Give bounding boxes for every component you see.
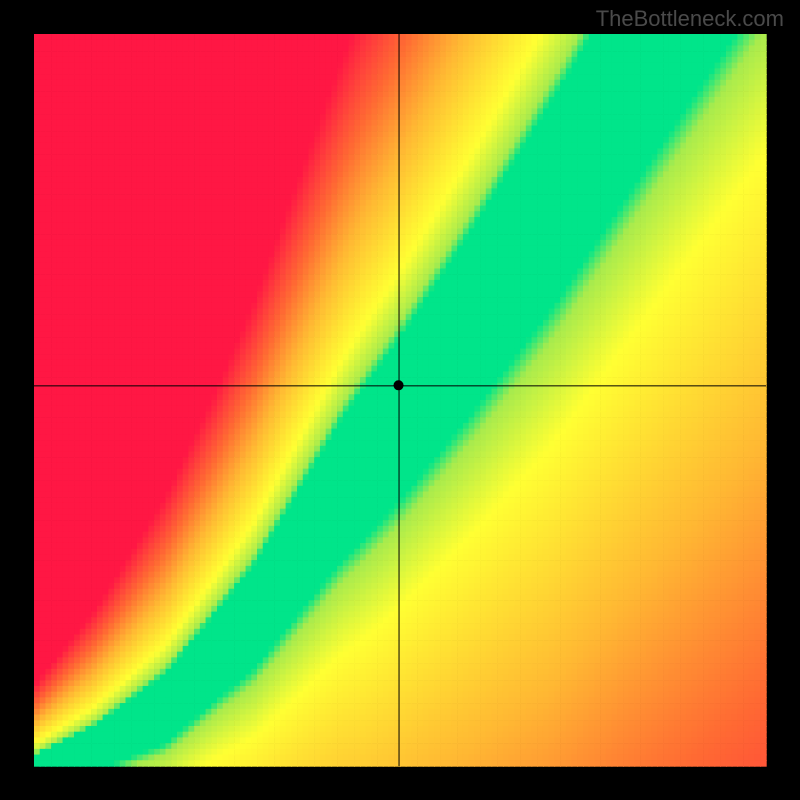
watermark-text: TheBottleneck.com xyxy=(596,6,784,32)
chart-container: TheBottleneck.com xyxy=(0,0,800,800)
bottleneck-heatmap xyxy=(0,0,800,800)
